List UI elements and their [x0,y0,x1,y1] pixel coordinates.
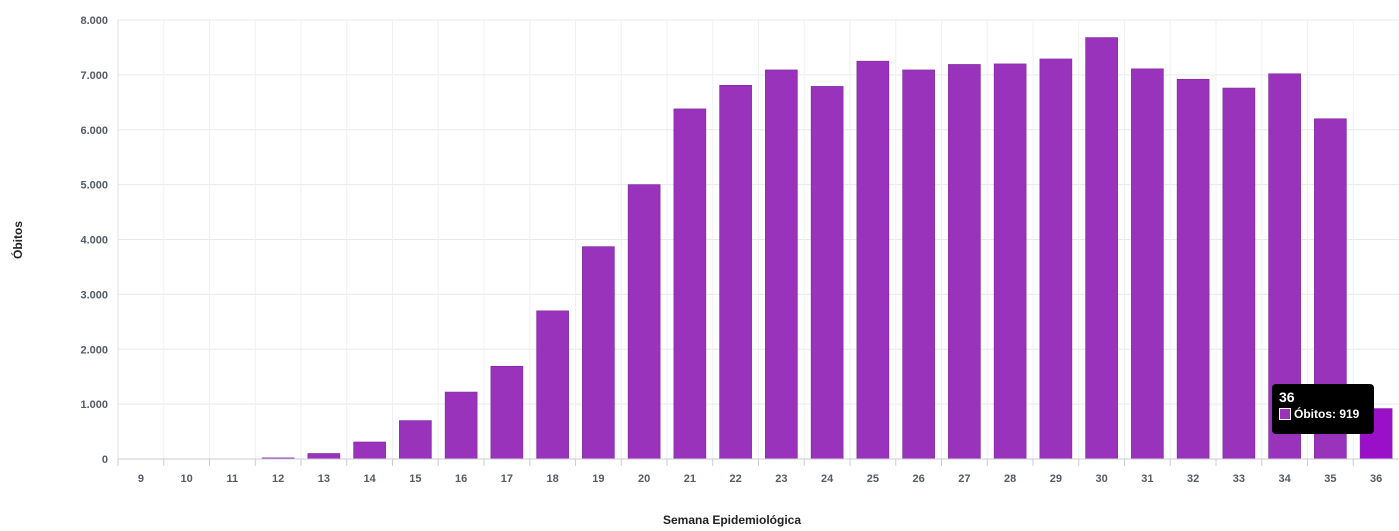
x-tick-label: 22 [730,473,742,485]
x-tick-labels: 9 10 11 12 13 14 15 16 17 18 19 20 21 22 23 24 25 26 27 28 2… [138,473,1382,485]
x-tick-label: 16 [455,473,467,485]
x-tick-label: 13 [318,473,330,485]
bar-week-13[interactable] [307,453,341,460]
x-tick-label: 18 [547,473,559,485]
y-tick-label: 3.000 [80,289,108,301]
tooltip-swatch-icon [1279,408,1291,420]
x-tick-label: 26 [913,473,925,485]
bar-week-29[interactable] [1039,58,1073,460]
x-tick-label: 35 [1324,473,1336,485]
x-tick-label: 29 [1050,473,1062,485]
x-tick-label: 14 [364,473,377,485]
bar-week-28[interactable] [993,63,1027,460]
x-tick-label: 32 [1187,473,1199,485]
x-tick-label: 23 [775,473,787,485]
bar-week-24[interactable] [810,86,844,460]
bar-week-23[interactable] [765,69,798,460]
x-tick-label: 9 [138,473,144,485]
x-tick-label: 15 [409,473,421,485]
tooltip-label: Óbitos: 919 [1294,407,1360,421]
bar-week-33[interactable] [1222,87,1256,460]
bar-week-31[interactable] [1131,68,1164,460]
x-tick-label: 21 [684,473,696,485]
x-tick-label: 28 [1004,473,1016,485]
bar-week-32[interactable] [1176,78,1210,460]
bar-week-27[interactable] [948,64,981,460]
bar-week-30[interactable] [1085,37,1118,460]
y-tick-label: 5.000 [80,180,108,192]
y-tick-label: 0 [102,454,108,466]
x-tick-label: 20 [638,473,650,485]
x-tick-label: 34 [1279,473,1292,485]
x-axis-title: Semana Epidemiológica [663,513,801,527]
x-tick-label: 24 [821,473,834,485]
x-tick-label: 11 [227,473,239,485]
bar-week-14[interactable] [353,441,386,460]
tooltip-row: Óbitos: 919 [1279,405,1367,423]
grid-lines [117,19,1399,460]
tooltip-title: 36 [1279,389,1295,405]
bar-week-25[interactable] [856,60,890,460]
bar-week-20[interactable] [627,184,661,460]
y-tick-label: 1.000 [80,399,108,411]
bar-week-15[interactable] [399,420,432,460]
x-tick-label: 36 [1370,473,1382,485]
tooltip: 36 Óbitos: 919 [1272,384,1374,434]
x-tick-label: 12 [272,473,284,485]
bar-week-18[interactable] [536,310,569,460]
x-tick-label: 10 [181,473,193,485]
bar-week-19[interactable] [582,246,615,460]
y-tick-label: 2.000 [80,344,108,356]
x-tick-label: 30 [1096,473,1108,485]
y-tick-label: 7.000 [80,70,108,82]
bar-week-21[interactable] [673,108,707,460]
axes-group [117,20,1399,466]
bar-week-17[interactable] [490,365,524,460]
y-axis-title: Óbitos [10,221,25,259]
x-tick-label: 19 [592,473,604,485]
x-tick-label: 25 [867,473,879,485]
x-tick-label: 31 [1141,473,1153,485]
bar-week-22[interactable] [719,85,752,460]
y-tick-label: 6.000 [80,125,108,137]
y-tick-label: 4.000 [80,235,108,247]
x-tick-label: 33 [1233,473,1245,485]
x-tick-label: 17 [501,473,513,485]
y-tick-labels: 0 1.000 2.000 3.000 4.000 5.000 6.000 7.000 8.00… [80,15,108,466]
x-tick-label: 27 [958,473,970,485]
y-tick-label: 8.000 [80,15,108,27]
bar-week-26[interactable] [902,69,935,460]
bar-week-16[interactable] [444,391,478,460]
